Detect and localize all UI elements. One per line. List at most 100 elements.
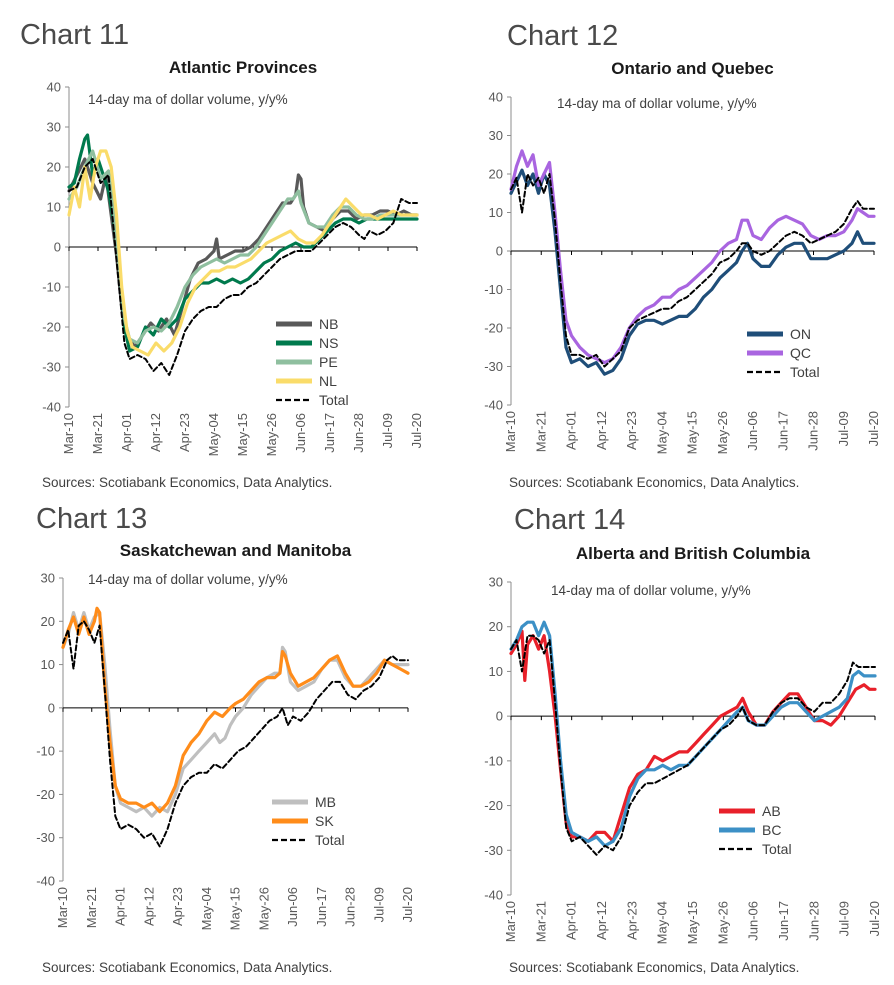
chart-11-legend-label-ns: NS [319,335,338,351]
chart-11-x-tick-label: Jun-28 [351,413,366,453]
chart-11-x-tick-label: Jul-20 [409,413,424,448]
chart-11-source: Sources: Scotiabank Economics, Data Anal… [42,475,332,490]
chart-11-label: Chart 11 [20,19,129,51]
chart-11-y-tick-label: -10 [42,280,61,295]
chart-11-y-tick-label: -20 [42,320,61,335]
chart-13-x-tick-label: Apr-23 [170,887,185,926]
chart-11-x-tick-label: May-26 [264,413,279,456]
chart-14-legend-label-total: Total [762,841,792,857]
chart-13-legend-label-total: Total [315,832,345,848]
chart-13-annotation: 14-day ma of dollar volume, y/y% [88,572,288,587]
chart-13-x-tick-label: Jul-09 [371,887,386,922]
chart-11-x-tick-label: May-15 [235,413,250,456]
chart-11-x-tick-label: Jun-06 [293,413,308,453]
chart-14-x-tick-label: Mar-21 [533,901,548,942]
chart-11-y-tick-label: 40 [47,80,61,95]
chart-14-y-tick-label: -30 [484,843,503,858]
chart-panel-14: Chart 14 Alberta and British Columbia 14-d… [447,493,894,985]
chart-14-y-tick-label: -10 [484,753,503,768]
chart-13-x-tick-label: Jul-20 [400,887,415,922]
chart-12-label: Chart 12 [507,20,618,52]
chart-13-x-tick-label: Apr-01 [113,887,128,926]
chart-12-x-tick-label: Mar-10 [503,411,518,452]
chart-14-x-tick-label: May-26 [715,901,730,944]
chart-13-x-tick-label: Jun-06 [285,887,300,927]
chart-13-x-tick-label: May-04 [199,887,214,930]
chart-12-y-tick-label: 10 [489,205,503,220]
chart-14-x-tick-label: Jul-20 [867,901,882,936]
chart-12-x-tick-label: Jun-28 [806,411,821,451]
chart-11-svg: Chart 11 Atlantic Provinces 14-day ma of d… [20,19,424,490]
chart-12-x-tick-label: Apr-01 [564,411,579,450]
chart-12-annotation: 14-day ma of dollar volume, y/y% [557,96,757,111]
chart-12-legend-label-total: Total [790,364,820,380]
chart-14-x-tick-label: Apr-12 [594,901,609,940]
chart-14-x-tick-label: Apr-01 [564,901,579,940]
chart-11-x-tick-label: Mar-21 [90,413,105,454]
chart-11-series-nl-line [67,149,419,357]
chart-13-y-tick-label: -30 [36,830,55,845]
chart-panel-12: Chart 12 Ontario and Quebec 14-day ma of d… [447,0,894,492]
chart-14-x-tick-label: Jun-06 [746,901,761,941]
chart-12-x-tick-label: Jun-17 [775,411,790,451]
chart-11-y-tick-label: -30 [42,360,61,375]
chart-11-y-tick-label: 0 [54,240,61,255]
chart-12-series-on-line [509,168,876,376]
chart-12-y-tick-label: 40 [489,90,503,105]
chart-13-legend-label-mb: MB [315,794,336,810]
chart-14-label: Chart 14 [514,504,625,536]
chart-12-x-tick-label: Mar-21 [533,411,548,452]
chart-14-y-tick-label: 20 [489,619,503,634]
chart-13-x-tick-label: Jun-28 [343,887,358,927]
chart-12-y-tick-label: 30 [489,128,503,143]
chart-13-title: Saskatchewan and Manitoba [120,541,352,560]
chart-13-series-total-line [62,620,409,848]
chart-14-y-tick-label: 30 [489,575,503,590]
chart-13-y-tick-label: -20 [36,787,55,802]
chart-14-x-tick-label: Mar-10 [503,901,518,942]
chart-11-series-ns-line [67,133,419,353]
chart-12-y-tick-label: 20 [489,167,503,182]
chart-14-x-tick-label: Jun-17 [776,901,791,941]
chart-12-x-tick-label: Apr-23 [624,411,639,450]
chart-12-title: Ontario and Quebec [611,59,773,78]
chart-13-y-tick-label: -10 [36,744,55,759]
chart-12-legend-label-qc: QC [790,345,811,361]
chart-11-x-tick-label: Apr-01 [119,413,134,452]
chart-11-series-nb-line [67,157,419,349]
chart-14-x-tick-label: Apr-23 [624,901,639,940]
chart-13-x-tick-label: Jun-17 [314,887,329,927]
chart-12-x-tick-label: May-26 [715,411,730,454]
chart-14-annotation: 14-day ma of dollar volume, y/y% [551,583,751,598]
chart-11-legend-label-pe: PE [319,354,338,370]
chart-11-y-tick-label: 30 [47,120,61,135]
chart-13-y-tick-label: 10 [41,657,55,672]
chart-14-x-tick-label: May-15 [685,901,700,944]
chart-12-x-tick-label: Jul-09 [836,411,851,446]
chart-13-source: Sources: Scotiabank Economics, Data Anal… [42,960,332,975]
chart-11-x-tick-label: Jun-17 [322,413,337,453]
chart-13-x-tick-label: Mar-21 [84,887,99,928]
chart-14-x-tick-label: May-04 [655,901,670,944]
chart-12-y-tick-label: -10 [484,282,503,297]
chart-14-legend-label-bc: BC [762,822,781,838]
chart-12-x-tick-label: Jul-20 [866,411,881,446]
chart-11-legend-label-nb: NB [319,316,338,332]
chart-12-y-tick-label: -40 [484,398,503,413]
chart-13-x-tick-label: Apr-12 [141,887,156,926]
chart-11-x-tick-label: Apr-23 [177,413,192,452]
chart-14-y-tick-label: -20 [484,798,503,813]
chart-14-title: Alberta and British Columbia [576,544,811,563]
chart-14-y-tick-label: 10 [489,664,503,679]
chart-14-x-tick-label: Jul-09 [837,901,852,936]
chart-13-svg: Chart 13 Saskatchewan and Manitoba 14-day … [36,503,415,975]
chart-13-x-tick-label: May-26 [256,887,271,930]
chart-13-legend-label-sk: SK [315,813,334,829]
chart-11-y-tick-label: 20 [47,160,61,175]
chart-12-svg: Chart 12 Ontario and Quebec 14-day ma of d… [484,20,881,490]
chart-13-x-tick-label: Mar-10 [55,887,70,928]
chart-12-source: Sources: Scotiabank Economics, Data Anal… [509,475,799,490]
chart-11-x-tick-label: Jul-09 [380,413,395,448]
chart-11-x-tick-label: Mar-10 [61,413,76,454]
chart-panel-11: Chart 11 Atlantic Provinces 14-day ma of d… [0,0,447,492]
